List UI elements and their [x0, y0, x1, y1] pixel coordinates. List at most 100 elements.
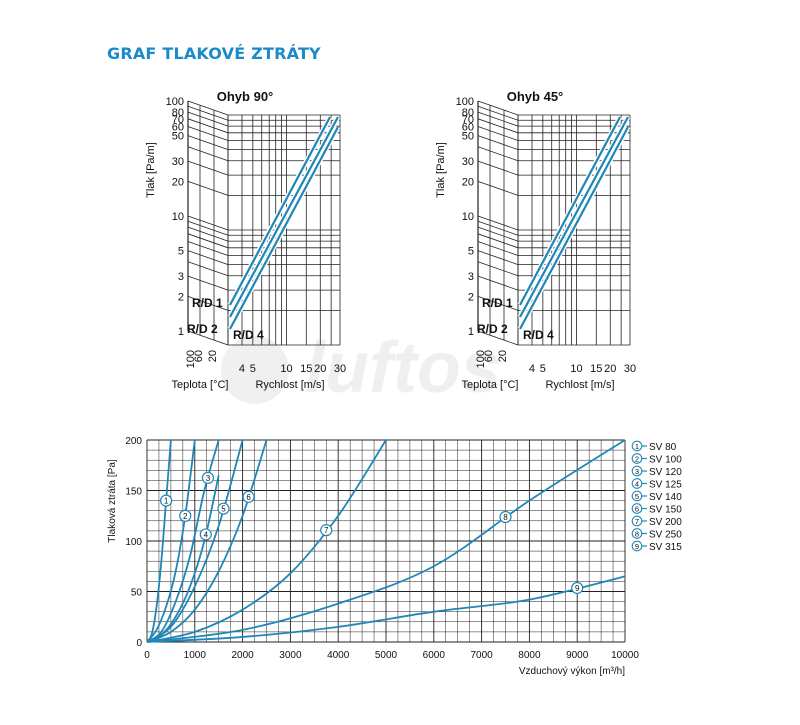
temperature-tick-label: 60: [483, 350, 495, 362]
nomogram-grid: [477, 100, 631, 346]
pressure-loss-chart: 0 1000 2000 3000 4000 5000 6000 7000 8000 9000 100…: [107, 436, 682, 677]
y-tick-label: 100: [125, 537, 142, 548]
y-tick-label: 1: [178, 326, 184, 338]
curve-label: R/D 4: [233, 328, 264, 342]
curve-label: R/D 2: [477, 322, 508, 336]
temperature-tick-label: 60: [193, 350, 205, 362]
x-tick-label: 9000: [566, 650, 589, 661]
curve-label: R/D 1: [192, 296, 223, 310]
y-tick-label: 50: [172, 131, 184, 143]
x-axis-label: Rychlost [m/s]: [545, 379, 614, 391]
legend-marker-circle: [631, 503, 643, 514]
y-tick-label: 50: [131, 588, 143, 599]
grid-line-left: [187, 233, 229, 249]
temperature-tick-label: 100: [475, 350, 487, 368]
y-tick-label: 70: [462, 114, 474, 126]
grid-line-left: [187, 181, 229, 196]
y-tick-label: 5: [468, 246, 474, 258]
y-tick-label: 20: [172, 176, 184, 188]
x-tick-label: 10000: [611, 650, 639, 661]
series-marker-number: 8: [503, 513, 508, 522]
series-line-5: [146, 439, 244, 643]
temperature-tick-label: 100: [185, 350, 197, 368]
x-tick-label: 5: [540, 363, 546, 375]
legend-marker-number: 7: [635, 517, 639, 526]
legend-label: SV 200: [649, 517, 682, 528]
grid-line-left: [187, 241, 229, 256]
grid-line-left: [187, 111, 229, 127]
legend-marker-number: 8: [635, 530, 639, 539]
y-tick-label: 1: [468, 326, 474, 338]
curve-line: [229, 126, 339, 330]
x-axis-label: Rychlost [m/s]: [255, 379, 324, 391]
y-tick-label: 0: [136, 638, 142, 649]
grid-line-left: [187, 160, 229, 176]
curve-label: R/D 2: [187, 322, 218, 336]
legend-marker-number: 9: [635, 542, 639, 551]
grid-line-left: [477, 146, 519, 162]
grid-line-left: [187, 330, 229, 346]
y-tick-label: 150: [125, 487, 142, 498]
series-marker-circle: [571, 581, 584, 595]
legend-marker-number: 6: [635, 505, 639, 514]
y-tick-label: 80: [172, 107, 184, 119]
y-tick-label: 3: [468, 271, 474, 283]
grid-line-left: [477, 250, 519, 265]
curve-line: [519, 126, 629, 330]
x-tick-label: 5000: [375, 650, 398, 661]
nomogram-title: Ohyb 90°: [217, 89, 274, 104]
curve-label: R/D 1: [482, 296, 513, 310]
grid-line-left: [477, 330, 519, 346]
grid-line-left: [187, 296, 229, 311]
series-line-8: [146, 439, 626, 643]
series-marker-number: 6: [246, 493, 251, 502]
curve-line: [519, 116, 621, 306]
x-tick-label: 4: [529, 363, 535, 375]
series-marker-circle: [201, 471, 215, 484]
grid-line-left: [187, 126, 229, 141]
legend-label: SV 100: [649, 455, 682, 466]
temperature-tick-label: 20: [497, 350, 509, 362]
x-tick-label: 7000: [470, 650, 493, 661]
grid-line-left: [477, 100, 519, 116]
legend-marker-number: 3: [635, 467, 639, 476]
legend-label: SV 125: [649, 480, 682, 491]
grid-line-left: [477, 261, 519, 277]
nomogram-grid: [187, 100, 341, 346]
series-marker-circle: [160, 494, 173, 507]
x-tick-label: 4: [239, 363, 245, 375]
series-marker-number: 3: [206, 474, 211, 483]
grid-line-left: [477, 181, 519, 196]
temperature-axis-label: Teplota [°C]: [172, 379, 229, 391]
page-title: GRAF TLAKOVÉ ZTRÁTY: [107, 44, 321, 63]
y-axis-label: Tlak [Pa/m]: [145, 142, 157, 198]
series-marker-number: 5: [221, 505, 226, 514]
grid-line-left: [477, 226, 519, 242]
y-tick-label: 70: [172, 114, 184, 126]
y-tick-label: 10: [462, 211, 474, 223]
x-tick-label: 30: [624, 363, 636, 375]
series-line-3: [146, 439, 220, 643]
series-line-9: [146, 575, 626, 643]
series-line-7: [146, 439, 387, 643]
x-tick-label: 15: [300, 363, 312, 375]
grid-line-left: [477, 296, 519, 311]
series-marker-number: 9: [575, 584, 580, 593]
x-tick-label: 0: [144, 650, 150, 661]
y-tick-label: 60: [462, 122, 474, 134]
grid-line-left: [187, 135, 229, 150]
y-tick-label: 3: [178, 271, 184, 283]
legend-marker-circle: [631, 490, 643, 502]
grid-line-left: [187, 250, 229, 265]
x-tick-label: 4000: [327, 650, 350, 661]
y-tick-label: 60: [172, 122, 184, 134]
grid-line-left: [187, 275, 229, 291]
legend-marker-circle: [631, 540, 643, 552]
grid-line-left: [477, 118, 519, 134]
legend-marker-circle: [631, 440, 643, 452]
grid-line-left: [187, 146, 229, 162]
y-tick-label: 5: [178, 246, 184, 258]
curve-line: [229, 116, 331, 306]
grid-line-left: [477, 241, 519, 256]
